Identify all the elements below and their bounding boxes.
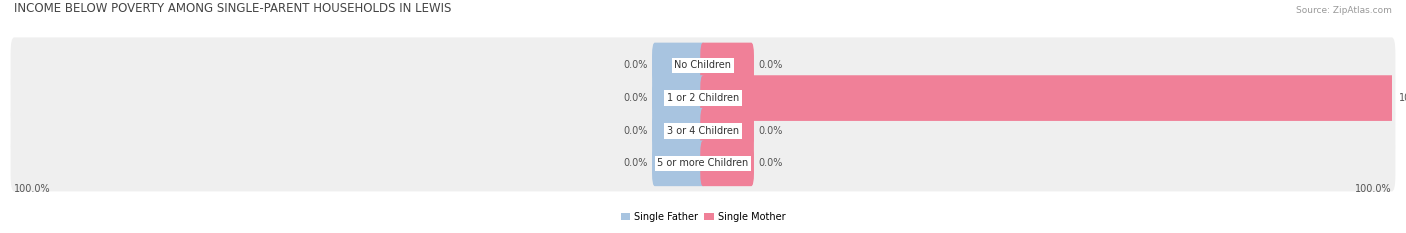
Text: 1 or 2 Children: 1 or 2 Children bbox=[666, 93, 740, 103]
FancyBboxPatch shape bbox=[700, 43, 754, 88]
Text: 0.0%: 0.0% bbox=[623, 158, 648, 168]
Text: 5 or more Children: 5 or more Children bbox=[658, 158, 748, 168]
FancyBboxPatch shape bbox=[700, 75, 1395, 121]
FancyBboxPatch shape bbox=[652, 140, 706, 186]
FancyBboxPatch shape bbox=[700, 140, 754, 186]
Text: 0.0%: 0.0% bbox=[758, 61, 783, 70]
FancyBboxPatch shape bbox=[11, 70, 1395, 126]
Text: 0.0%: 0.0% bbox=[758, 126, 783, 136]
Text: 0.0%: 0.0% bbox=[758, 158, 783, 168]
Text: 0.0%: 0.0% bbox=[623, 126, 648, 136]
FancyBboxPatch shape bbox=[652, 108, 706, 154]
FancyBboxPatch shape bbox=[11, 103, 1395, 159]
FancyBboxPatch shape bbox=[11, 38, 1395, 93]
Text: 0.0%: 0.0% bbox=[623, 61, 648, 70]
Text: 0.0%: 0.0% bbox=[623, 93, 648, 103]
FancyBboxPatch shape bbox=[652, 43, 706, 88]
Text: 100.0%: 100.0% bbox=[14, 184, 51, 194]
Text: INCOME BELOW POVERTY AMONG SINGLE-PARENT HOUSEHOLDS IN LEWIS: INCOME BELOW POVERTY AMONG SINGLE-PARENT… bbox=[14, 2, 451, 15]
FancyBboxPatch shape bbox=[700, 108, 754, 154]
Text: 3 or 4 Children: 3 or 4 Children bbox=[666, 126, 740, 136]
Text: 100.0%: 100.0% bbox=[1355, 184, 1392, 194]
Text: 100.0%: 100.0% bbox=[1399, 93, 1406, 103]
Text: Source: ZipAtlas.com: Source: ZipAtlas.com bbox=[1296, 6, 1392, 15]
FancyBboxPatch shape bbox=[652, 75, 706, 121]
Legend: Single Father, Single Mother: Single Father, Single Mother bbox=[620, 212, 786, 222]
FancyBboxPatch shape bbox=[11, 135, 1395, 191]
Text: No Children: No Children bbox=[675, 61, 731, 70]
